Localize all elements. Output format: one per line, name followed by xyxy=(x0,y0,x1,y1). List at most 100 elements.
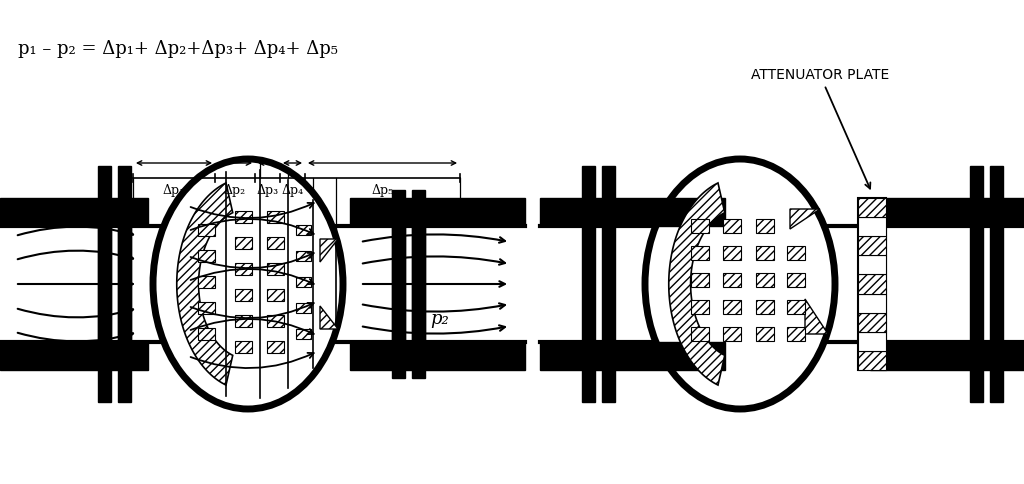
Bar xyxy=(870,198,1024,226)
Polygon shape xyxy=(177,183,232,385)
Bar xyxy=(338,193,355,226)
Bar xyxy=(338,342,355,375)
Bar xyxy=(350,198,525,226)
Bar xyxy=(98,166,111,402)
Bar xyxy=(0,198,148,226)
Bar xyxy=(691,273,709,287)
Bar xyxy=(296,277,310,287)
Bar xyxy=(234,263,252,275)
Bar xyxy=(723,246,741,260)
Bar xyxy=(725,342,885,375)
Bar xyxy=(296,329,310,339)
Bar xyxy=(234,289,252,301)
Polygon shape xyxy=(790,209,820,229)
Bar xyxy=(198,224,214,236)
Bar xyxy=(198,250,214,262)
Bar xyxy=(0,342,148,370)
Bar xyxy=(234,341,252,353)
Bar xyxy=(296,251,310,261)
Bar xyxy=(858,313,886,332)
Bar xyxy=(350,198,525,226)
Bar xyxy=(118,166,131,402)
Ellipse shape xyxy=(645,159,835,409)
Polygon shape xyxy=(319,306,338,329)
Bar xyxy=(756,219,774,233)
Bar xyxy=(118,166,131,402)
Bar xyxy=(858,294,886,313)
Bar xyxy=(234,211,252,223)
Bar xyxy=(858,332,886,351)
Bar xyxy=(392,190,406,378)
Bar xyxy=(858,198,886,217)
Bar xyxy=(723,300,741,314)
Bar xyxy=(756,327,774,341)
Bar xyxy=(540,342,725,370)
Bar xyxy=(266,211,284,223)
Polygon shape xyxy=(805,299,828,334)
Text: Δp₃: Δp₃ xyxy=(256,184,279,197)
Text: p₂: p₂ xyxy=(430,310,449,328)
Bar xyxy=(266,341,284,353)
Text: Δp₅: Δp₅ xyxy=(372,184,393,197)
Bar xyxy=(858,274,886,294)
Bar xyxy=(234,315,252,327)
Text: Δp₁: Δp₁ xyxy=(163,184,185,197)
Text: p₁: p₁ xyxy=(18,345,37,363)
Ellipse shape xyxy=(153,159,343,409)
Bar xyxy=(990,166,1002,402)
Bar xyxy=(870,342,1024,370)
Bar xyxy=(787,246,805,260)
Bar xyxy=(756,300,774,314)
Bar xyxy=(0,342,1024,484)
Bar xyxy=(787,273,805,287)
Bar xyxy=(723,327,741,341)
Bar xyxy=(412,190,425,378)
Bar xyxy=(858,198,886,370)
Bar xyxy=(98,166,111,402)
Bar xyxy=(198,328,214,340)
Bar xyxy=(148,342,158,375)
Bar xyxy=(234,237,252,249)
Bar xyxy=(691,246,709,260)
Bar xyxy=(296,225,310,235)
Bar xyxy=(266,289,284,301)
Polygon shape xyxy=(319,239,338,262)
Bar xyxy=(691,300,709,314)
Bar xyxy=(350,342,525,370)
Bar xyxy=(0,198,148,226)
Bar xyxy=(296,303,310,313)
Bar xyxy=(350,342,525,370)
Bar xyxy=(691,219,709,233)
Bar xyxy=(723,219,741,233)
Bar xyxy=(723,273,741,287)
Bar xyxy=(0,0,1024,226)
Bar xyxy=(266,237,284,249)
Bar xyxy=(540,198,725,226)
Bar xyxy=(392,190,406,378)
Bar xyxy=(858,236,886,256)
Bar xyxy=(198,302,214,314)
Polygon shape xyxy=(669,183,725,385)
Text: ATTENUATOR PLATE: ATTENUATOR PLATE xyxy=(751,68,889,189)
Bar xyxy=(691,327,709,341)
Bar xyxy=(787,327,805,341)
Bar xyxy=(725,193,885,226)
Text: p₁ – p₂ = Δp₁+ Δp₂+Δp₃+ Δp₄+ Δp₅: p₁ – p₂ = Δp₁+ Δp₂+Δp₃+ Δp₄+ Δp₅ xyxy=(18,40,338,58)
Bar xyxy=(858,351,886,370)
Bar xyxy=(787,300,805,314)
Text: Δp₂: Δp₂ xyxy=(224,184,246,197)
Bar xyxy=(198,276,214,288)
Bar xyxy=(266,315,284,327)
Bar xyxy=(858,217,886,236)
Bar xyxy=(582,166,595,402)
Bar xyxy=(858,256,886,274)
Bar xyxy=(148,193,158,226)
Bar xyxy=(756,246,774,260)
Bar xyxy=(970,166,983,402)
Bar xyxy=(756,273,774,287)
Bar xyxy=(266,263,284,275)
Bar xyxy=(0,342,148,370)
Text: Δp₄: Δp₄ xyxy=(282,184,303,197)
Bar xyxy=(602,166,615,402)
Bar xyxy=(412,190,425,378)
